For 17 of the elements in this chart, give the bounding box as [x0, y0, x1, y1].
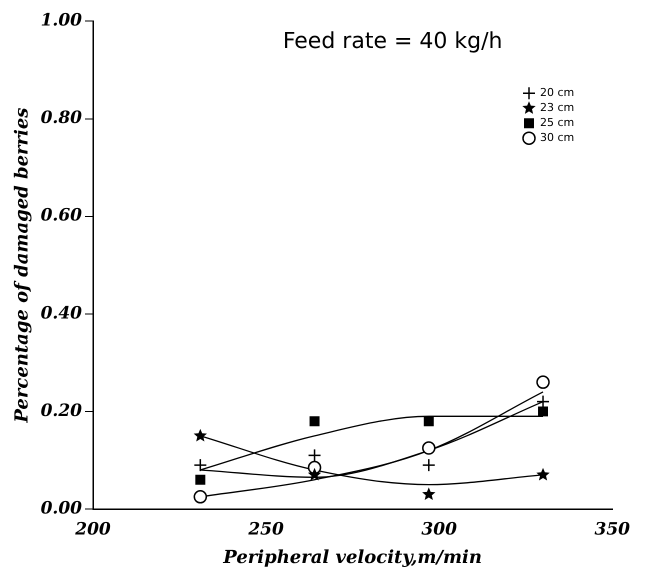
y-axis-title: Percentage of damaged berries	[11, 108, 32, 424]
y-tick-label: 0.40	[40, 303, 82, 324]
y-tick-label: 0.00	[40, 498, 82, 518]
y-tick-label: 0.20	[40, 400, 82, 421]
x-tick-label: 250	[247, 520, 284, 540]
y-tick-label: 1.00	[40, 10, 82, 31]
legend-label: 30 cm	[540, 131, 574, 144]
x-tick-label: 200	[74, 520, 111, 540]
legend-label: 25 cm	[540, 116, 574, 130]
x-axis-title: Peripheral velocity,m/min	[222, 546, 482, 568]
chart-title: Feed rate = 40 kg/h	[282, 28, 502, 54]
legend-label: 20 cm	[540, 86, 574, 100]
y-tick-label: 0.80	[40, 108, 82, 128]
legend-label: 23 cm	[540, 101, 574, 114]
x-tick-label: 350	[594, 520, 630, 540]
y-tick-label: 0.60	[40, 206, 82, 226]
x-tick-label: 300	[421, 520, 458, 540]
